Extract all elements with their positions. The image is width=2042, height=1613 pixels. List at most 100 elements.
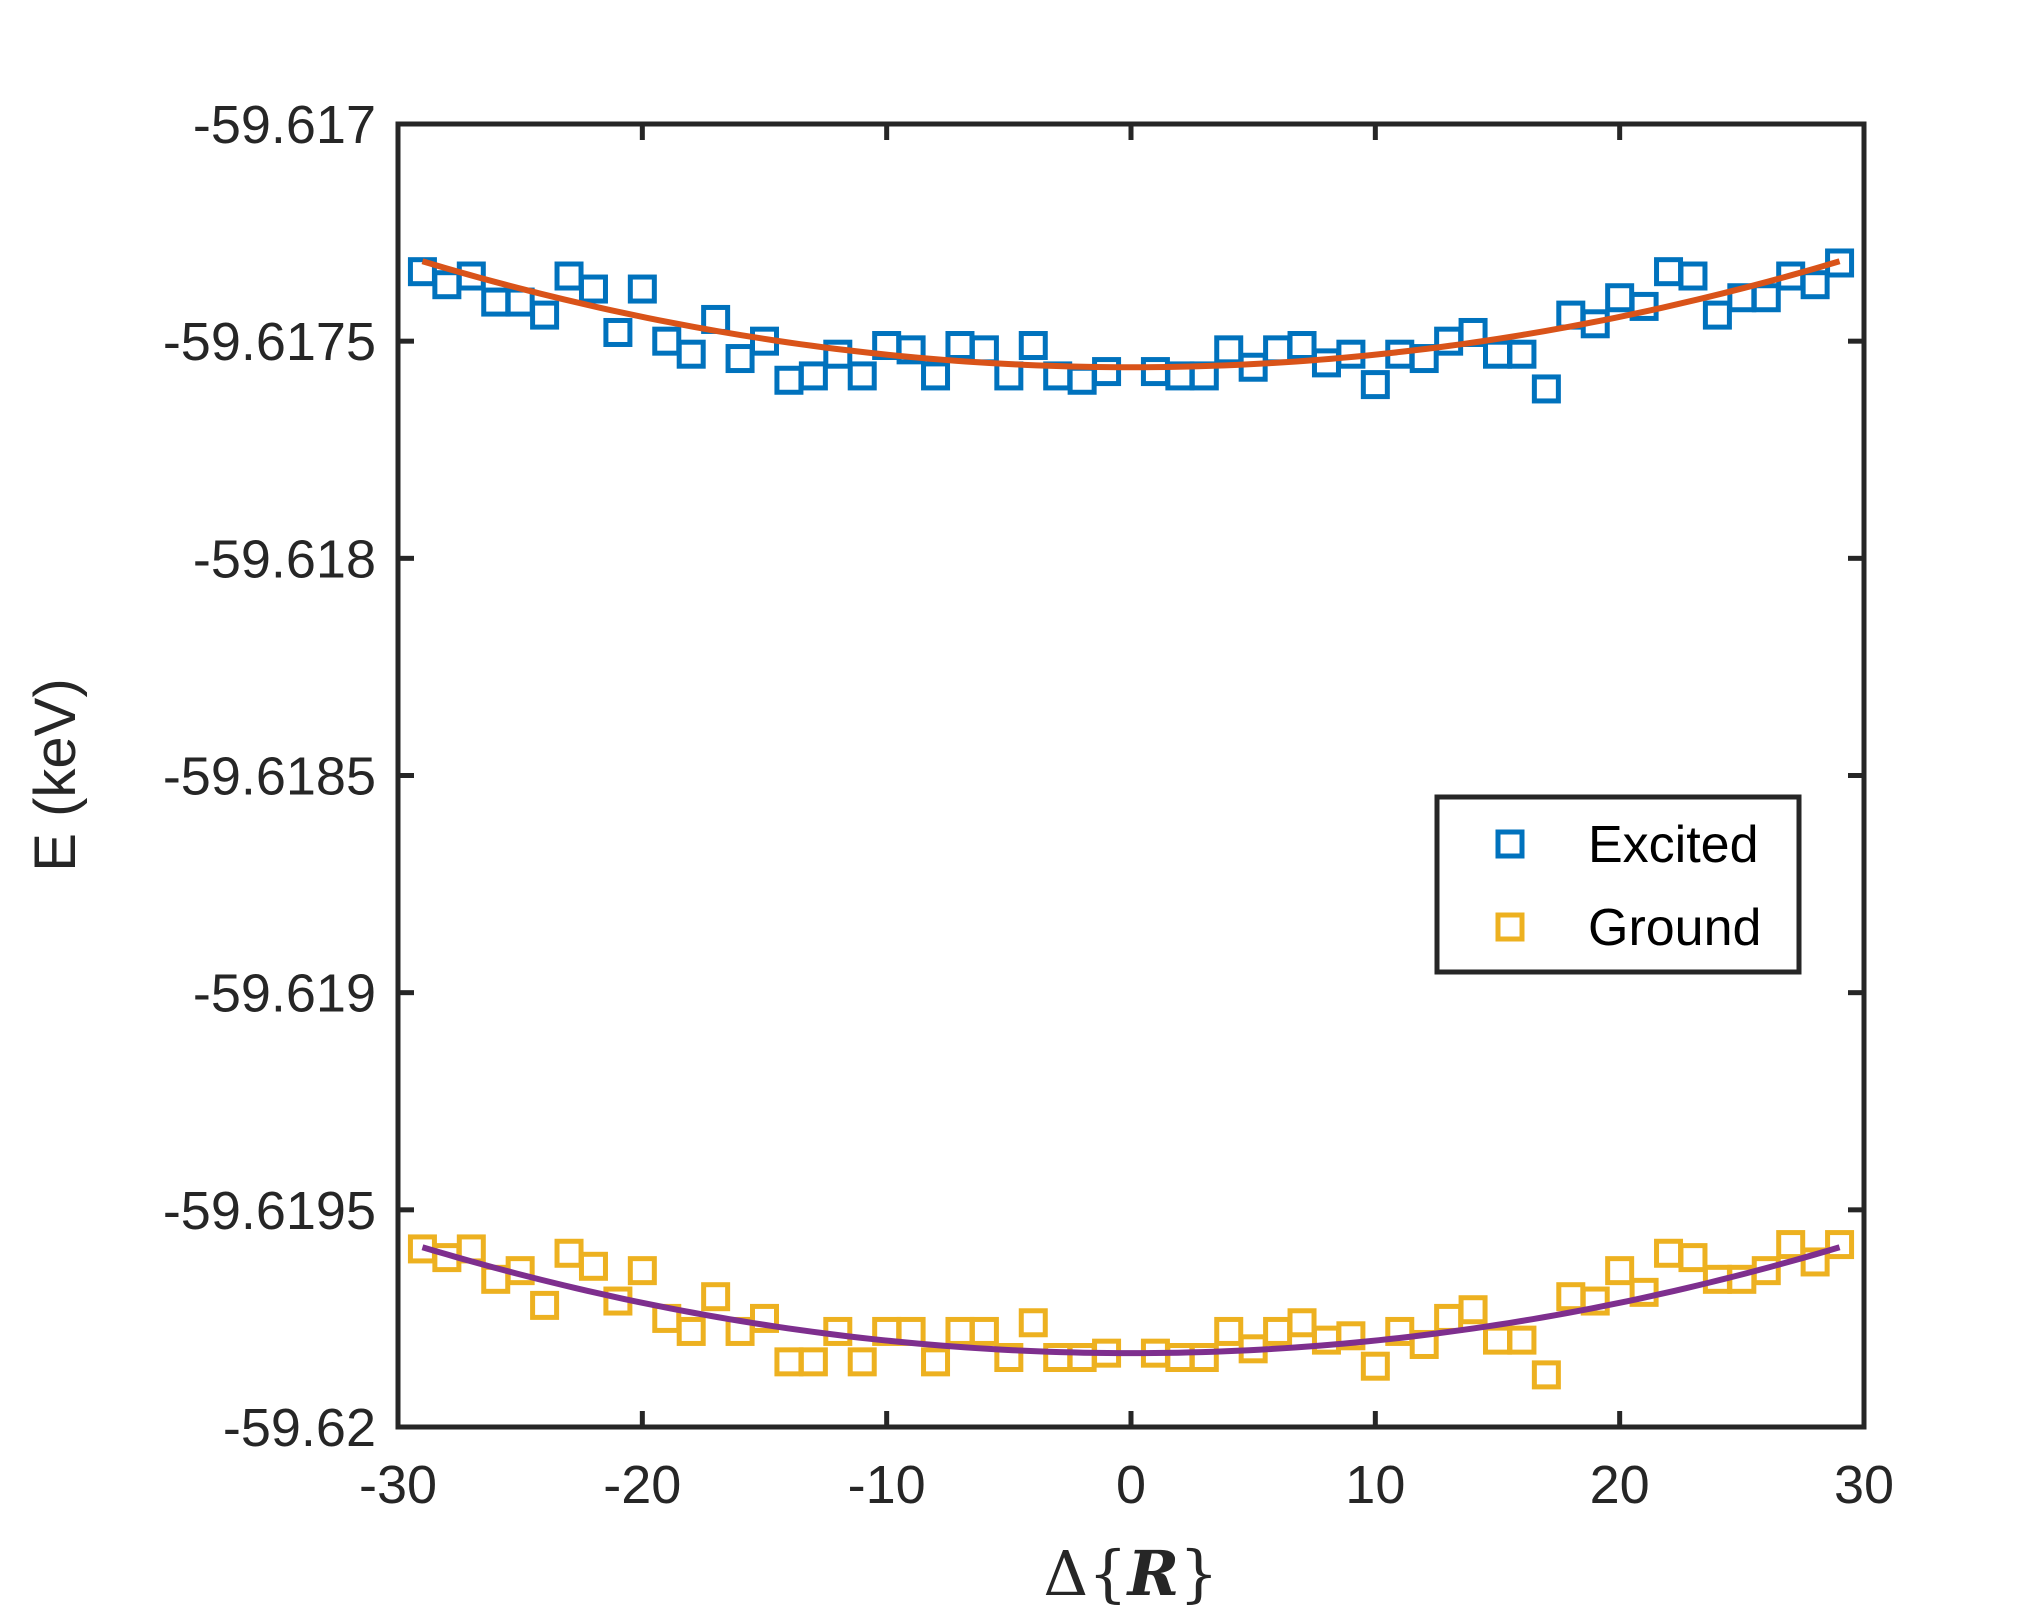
data-point-ground	[578, 1251, 608, 1281]
data-point-ground	[1165, 1343, 1195, 1373]
data-point-excited	[994, 361, 1024, 391]
data-point-ground	[1678, 1243, 1708, 1273]
data-point-ground	[1434, 1303, 1464, 1333]
data-point-ground	[1360, 1351, 1390, 1381]
data-point-ground	[676, 1316, 706, 1346]
data-point-ground	[969, 1316, 999, 1346]
data-point-excited	[969, 335, 999, 365]
legend: Excited Ground	[1434, 794, 1802, 975]
data-point-excited	[432, 270, 462, 300]
x-tick-label: -10	[848, 1455, 926, 1515]
x-axis-label-open-brace: {	[1088, 1537, 1127, 1610]
data-point-excited	[1800, 270, 1830, 300]
data-point-ground	[945, 1316, 975, 1346]
data-point-excited	[1605, 283, 1635, 313]
y-tick-label: -59.6175	[163, 312, 376, 372]
data-point-excited	[774, 365, 804, 395]
data-point-ground	[1336, 1321, 1366, 1351]
data-point-ground	[750, 1303, 779, 1333]
data-point-excited	[1702, 300, 1732, 330]
y-tick-label: -59.62	[223, 1398, 376, 1458]
x-tick-label: -30	[359, 1455, 437, 1515]
data-point-ground	[921, 1347, 951, 1377]
data-point-ground	[1018, 1308, 1048, 1338]
data-point-excited	[1507, 339, 1537, 369]
data-point-ground	[847, 1347, 877, 1377]
data-point-excited	[603, 317, 633, 347]
data-point-excited	[798, 361, 828, 391]
data-point-excited	[1140, 357, 1170, 387]
data-point-ground	[1580, 1286, 1610, 1316]
data-point-ground	[1067, 1343, 1097, 1373]
legend-marker-excited	[1495, 829, 1525, 859]
data-point-excited	[554, 261, 584, 291]
x-axis-label-delta: Δ	[1043, 1537, 1088, 1610]
data-point-excited	[578, 274, 608, 304]
data-point-ground	[1654, 1238, 1684, 1268]
data-point-excited	[1678, 261, 1708, 291]
x-axis-label-close-brace: }	[1179, 1537, 1218, 1610]
data-point-ground	[798, 1347, 828, 1377]
data-point-excited	[1311, 348, 1341, 378]
series-ground	[407, 1230, 1855, 1390]
data-point-excited	[676, 339, 706, 369]
data-point-excited	[1263, 335, 1293, 365]
data-point-ground	[1605, 1256, 1635, 1286]
data-point-excited	[945, 331, 975, 361]
data-point-excited	[652, 326, 682, 356]
y-axis-label: E (keV)	[23, 678, 88, 871]
x-tick-label: 20	[1590, 1455, 1650, 1515]
x-axis-label: Δ{R}	[1043, 1537, 1218, 1610]
data-point-excited	[921, 361, 951, 391]
data-point-ground	[1825, 1230, 1855, 1260]
plot-area	[407, 248, 1855, 1390]
data-point-excited	[823, 339, 853, 369]
data-point-excited	[1214, 335, 1244, 365]
data-point-excited	[481, 287, 511, 317]
legend-box	[1434, 794, 1802, 975]
data-point-ground	[994, 1343, 1024, 1373]
data-point-ground	[1458, 1295, 1488, 1325]
data-point-ground	[1531, 1360, 1561, 1390]
data-point-excited	[1287, 331, 1317, 361]
x-tick-label: -20	[603, 1455, 681, 1515]
data-point-excited	[847, 361, 877, 391]
data-point-ground	[554, 1238, 584, 1268]
data-point-ground	[1507, 1325, 1537, 1355]
legend-label-ground: Ground	[1588, 899, 1761, 957]
y-tick-label: -59.618	[193, 529, 376, 589]
fit-curve-excited-fit	[421, 258, 1841, 371]
fit-curve-ground-fit	[421, 1244, 1841, 1357]
y-tick-label: -59.617	[193, 95, 376, 155]
data-point-excited	[1018, 331, 1048, 361]
x-tick-label: 10	[1345, 1455, 1405, 1515]
data-point-excited	[1654, 257, 1684, 287]
data-point-ground	[1263, 1316, 1293, 1346]
x-tick-label: 0	[1116, 1455, 1146, 1515]
data-point-excited	[627, 274, 657, 304]
data-point-excited	[1531, 374, 1561, 404]
data-point-excited	[896, 335, 926, 365]
data-point-excited	[530, 300, 560, 330]
data-point-ground	[530, 1290, 560, 1320]
data-point-ground	[627, 1256, 657, 1286]
data-point-ground	[701, 1282, 731, 1312]
data-point-excited	[1751, 283, 1781, 313]
legend-marker-ground	[1495, 912, 1525, 942]
data-point-ground	[1556, 1282, 1586, 1312]
data-point-ground	[774, 1347, 804, 1377]
data-point-excited	[1092, 357, 1122, 387]
series-excited	[407, 248, 1855, 404]
data-point-excited	[725, 344, 755, 374]
data-point-excited	[1360, 370, 1390, 400]
y-tick-label: -59.619	[193, 964, 376, 1024]
x-tick-label: 30	[1834, 1455, 1894, 1515]
x-axis-label-variable: R	[1126, 1537, 1180, 1610]
data-point-excited	[1483, 339, 1512, 369]
data-point-ground	[1287, 1308, 1317, 1338]
data-point-ground	[1483, 1325, 1512, 1355]
data-point-ground	[1214, 1316, 1244, 1346]
y-tick-label: -59.6195	[163, 1181, 376, 1241]
data-point-ground	[1776, 1230, 1806, 1260]
